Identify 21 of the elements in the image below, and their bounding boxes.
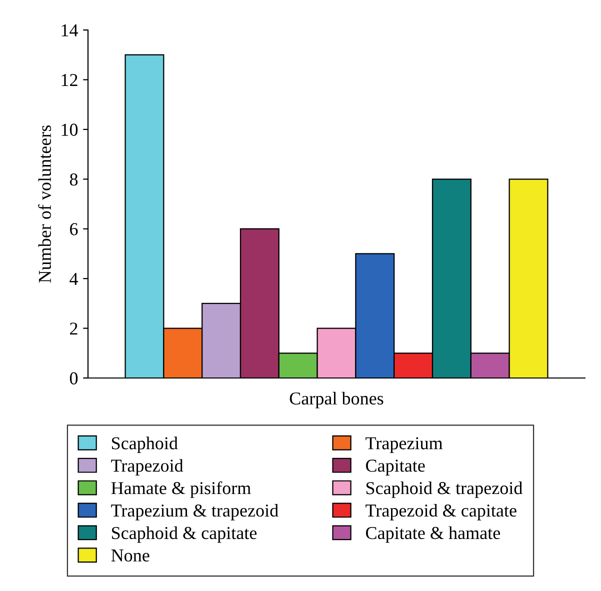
legend-label: Scaphoid & capitate bbox=[112, 526, 257, 543]
y-axis-title: Number of volunteers bbox=[38, 125, 51, 283]
legend-label: Trapezium bbox=[366, 437, 443, 454]
y-tick-label: 2 bbox=[70, 322, 78, 335]
legend-label: Scaphoid & trapezoid bbox=[366, 482, 522, 498]
y-tick-label: 14 bbox=[62, 24, 78, 36]
y-tick-label: 6 bbox=[70, 223, 78, 236]
legend-label: Scaphoid bbox=[112, 436, 178, 454]
legend-label: Trapezoid & capitate bbox=[366, 504, 516, 520]
legend-label: Capitate & hamate bbox=[366, 526, 500, 543]
x-tick-label: Carpal bones bbox=[290, 392, 384, 408]
y-tick-label: 12 bbox=[62, 74, 78, 86]
y-tick-label: 8 bbox=[70, 173, 78, 186]
y-tick-label: 0 bbox=[70, 372, 78, 384]
legend-label: Trapezium & trapezoid bbox=[111, 504, 278, 520]
legend-label: Capitate bbox=[366, 460, 425, 476]
legend-label: Trapezoid bbox=[111, 459, 184, 476]
y-tick-label: 4 bbox=[70, 272, 78, 285]
legend-label: Hamate & pisiform bbox=[111, 481, 251, 498]
y-tick-label: 10 bbox=[62, 124, 78, 136]
legend-label: None bbox=[111, 550, 150, 562]
